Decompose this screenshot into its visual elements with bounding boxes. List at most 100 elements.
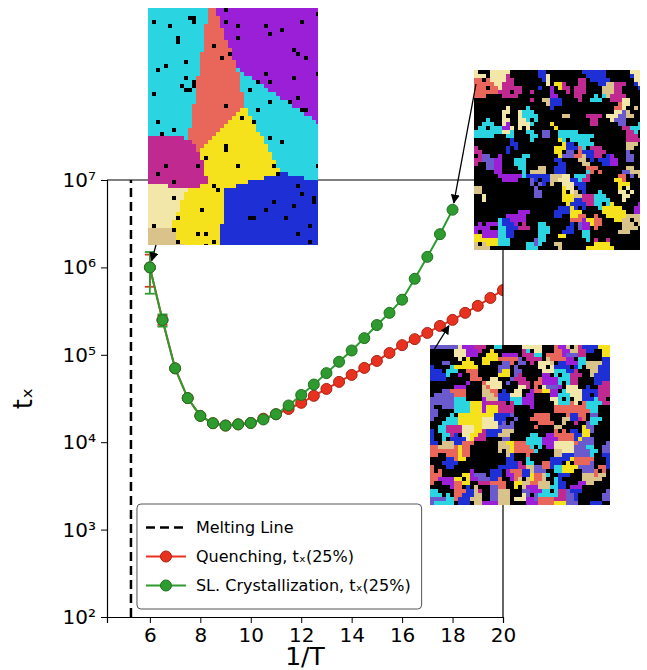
- inset-cell: [268, 20, 272, 24]
- inset-cell: [200, 188, 204, 192]
- inset-cell: [212, 144, 216, 148]
- inset-cell: [196, 48, 200, 52]
- inset-cell: [156, 116, 160, 120]
- inset-cell: [236, 20, 240, 24]
- inset-cell: [228, 64, 232, 68]
- inset-cell: [280, 24, 284, 28]
- inset-cell: [184, 28, 188, 32]
- inset-cell: [180, 52, 184, 56]
- inset-cell: [216, 16, 220, 20]
- inset-cell: [316, 100, 318, 104]
- inset-cell: [264, 128, 268, 132]
- inset-cell: [236, 80, 240, 84]
- inset-cell: [180, 36, 184, 40]
- inset-cell: [176, 136, 180, 140]
- inset-cell: [240, 36, 244, 40]
- inset-cell: [196, 72, 200, 76]
- inset-cell: [248, 20, 252, 24]
- inset-cell: [252, 68, 256, 72]
- inset-cell: [248, 96, 252, 100]
- inset-cell: [260, 180, 264, 184]
- inset-cell: [296, 152, 300, 156]
- inset-cell: [276, 160, 280, 164]
- inset-cell: [152, 140, 156, 144]
- inset-cell: [276, 20, 280, 24]
- inset-cell: [288, 156, 292, 160]
- inset-cell: [160, 28, 164, 32]
- inset-cell: [232, 8, 236, 12]
- inset-cell: [188, 148, 192, 152]
- inset-cell: [148, 48, 152, 52]
- inset-cell: [244, 84, 248, 88]
- inset-cell: [236, 56, 240, 60]
- data-point: [371, 320, 382, 331]
- inset-cell: [204, 180, 208, 184]
- inset-cell: [316, 88, 318, 92]
- inset-cell: [280, 104, 284, 108]
- inset-cell: [264, 108, 268, 112]
- inset-cell: [224, 120, 228, 124]
- inset-cell: [256, 28, 260, 32]
- inset-cell: [268, 96, 272, 100]
- inset-cell: [232, 92, 236, 96]
- inset-cell: [200, 160, 204, 164]
- inset-cell: [284, 80, 288, 84]
- x-axis-title: 1/T: [285, 642, 325, 670]
- inset-cell: [152, 96, 156, 100]
- inset-cell: [252, 24, 256, 28]
- inset-cell: [156, 32, 160, 36]
- inset-cell: [208, 148, 212, 152]
- inset-cell: [196, 44, 200, 48]
- inset-cell: [292, 120, 296, 124]
- inset-cell: [212, 100, 216, 104]
- inset-cell: [256, 160, 260, 164]
- inset-cell: [196, 168, 200, 172]
- inset-cell: [172, 32, 176, 36]
- data-point: [397, 294, 408, 305]
- inset-cell: [240, 96, 244, 100]
- inset-cell: [292, 68, 296, 72]
- inset-cell: [248, 140, 252, 144]
- inset-cell: [160, 72, 164, 76]
- x-tick: 10: [239, 617, 264, 647]
- inset-cell: [288, 180, 292, 184]
- inset-cell: [308, 96, 312, 100]
- inset-cell: [252, 96, 256, 100]
- inset-cell: [164, 48, 168, 52]
- inset-cell: [192, 160, 196, 164]
- inset-cell: [296, 168, 300, 172]
- inset-cell: [264, 44, 268, 48]
- inset-cell: [244, 168, 248, 172]
- inset-cell: [264, 8, 268, 12]
- inset-cell: [176, 124, 180, 128]
- inset-cell: [176, 92, 180, 96]
- inset-cell: [312, 172, 316, 176]
- data-point: [359, 333, 370, 344]
- inset-cell: [216, 8, 220, 12]
- inset-cell: [288, 12, 292, 16]
- inset-cell: [256, 104, 260, 108]
- inset-cell: [204, 68, 208, 72]
- inset-cell: [276, 56, 280, 60]
- inset-cell: [308, 184, 312, 188]
- inset-cell: [240, 160, 244, 164]
- inset-cell: [232, 52, 236, 56]
- inset-cell: [308, 104, 312, 108]
- inset-cell: [232, 40, 236, 44]
- inset-cell: [308, 16, 312, 20]
- inset-cell: [236, 12, 240, 16]
- inset-cell: [156, 136, 160, 140]
- inset-cell: [244, 152, 248, 156]
- inset-cell: [248, 48, 252, 52]
- inset-cell: [308, 56, 312, 60]
- inset-cell: [212, 104, 216, 108]
- inset-cell: [252, 148, 256, 152]
- inset-cell: [284, 168, 288, 172]
- inset-cell: [216, 76, 220, 80]
- inset-cell: [280, 148, 284, 152]
- inset-cell: [180, 180, 184, 184]
- inset-cell: [288, 184, 292, 188]
- inset-cell: [268, 116, 272, 120]
- inset-cell: [184, 68, 188, 72]
- inset-cell: [304, 168, 308, 172]
